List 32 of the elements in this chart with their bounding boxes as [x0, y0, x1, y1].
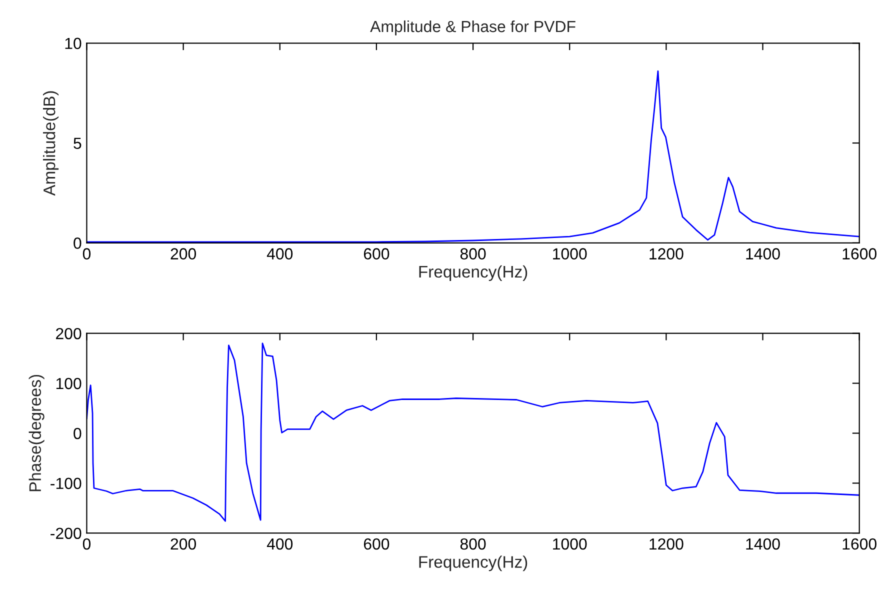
x-tick-label: 800	[460, 538, 486, 550]
x-tick-label: 600	[364, 538, 390, 550]
x-tick-label: 200	[170, 538, 196, 550]
x-tick-label: 0	[82, 248, 91, 260]
y-tick-label: 5	[74, 138, 82, 149]
x-tick-label: 1400	[746, 248, 780, 260]
x-tick-label: 1000	[553, 248, 587, 260]
x-tick-label: 0	[82, 538, 91, 550]
x-tick-label: 1600	[842, 248, 876, 260]
y-tick-label: 0	[74, 428, 82, 440]
y-axis-title: Amplitude(dB)	[43, 91, 59, 196]
x-tick-label: 1000	[553, 538, 587, 550]
x-tick-label: 1200	[650, 248, 684, 260]
x-tick-label: 600	[364, 248, 390, 260]
y-axis-title: Phase(degrees)	[28, 374, 44, 492]
y-tick-label: -100	[50, 478, 82, 490]
y-tick-label: 200	[56, 328, 82, 340]
y-tick-label: 0	[74, 238, 82, 249]
x-tick-label: 1400	[746, 538, 780, 550]
x-tick-label: 400	[266, 248, 293, 260]
x-tick-label: 400	[266, 538, 293, 550]
y-tick-label: 10	[65, 38, 82, 50]
x-tick-label: 1200	[650, 538, 684, 550]
line-series	[86, 342, 860, 522]
chart-title: Amplitude & Phase for PVDF	[370, 20, 576, 36]
y-tick-label: -200	[50, 528, 82, 540]
x-axis-title: Frequency(Hz)	[419, 556, 528, 572]
y-tick-label: 100	[56, 378, 82, 390]
x-tick-label: 200	[170, 248, 196, 260]
x-tick-label: 800	[460, 248, 486, 260]
x-axis-title: Frequency(Hz)	[419, 265, 528, 281]
x-tick-label: 1600	[842, 538, 876, 550]
